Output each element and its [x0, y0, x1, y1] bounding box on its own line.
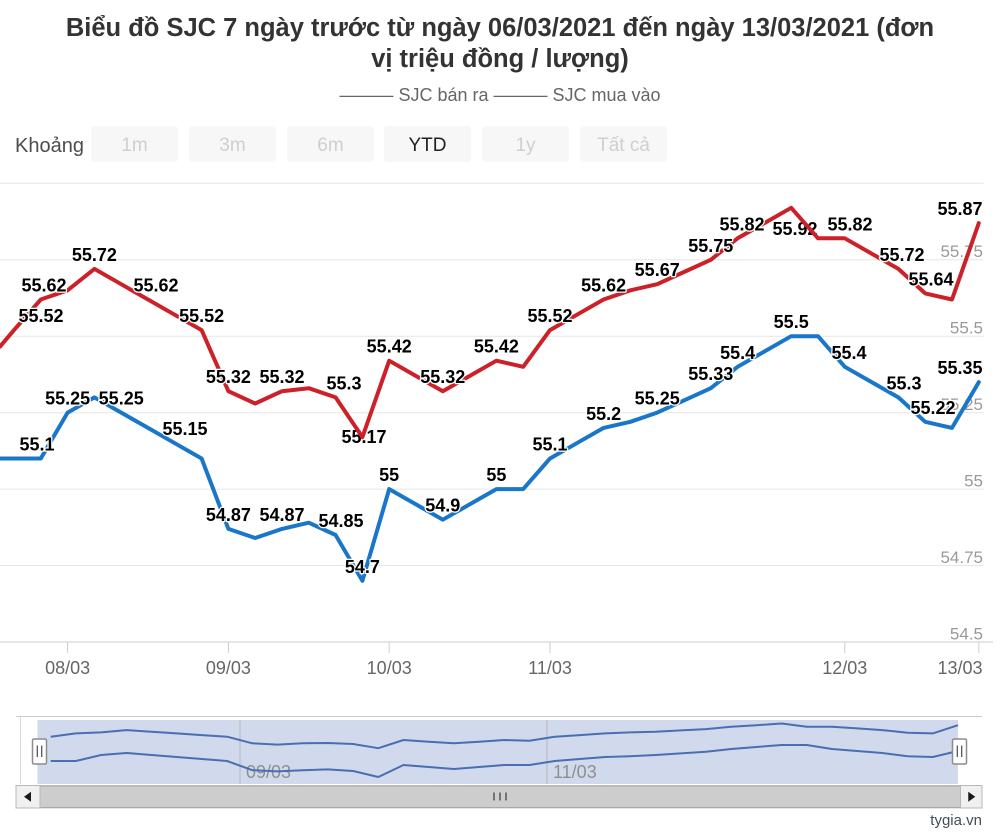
svg-text:55.4: 55.4 [720, 343, 755, 363]
svg-text:55.62: 55.62 [21, 276, 66, 296]
svg-text:54.9: 54.9 [425, 496, 460, 516]
svg-text:55.62: 55.62 [581, 276, 626, 296]
svg-text:55.75: 55.75 [940, 242, 983, 261]
svg-text:13/03: 13/03 [937, 658, 982, 678]
svg-text:55.52: 55.52 [527, 306, 572, 326]
svg-text:6m: 6m [317, 135, 343, 156]
svg-text:54.7: 54.7 [345, 557, 380, 577]
svg-text:55.42: 55.42 [474, 337, 519, 357]
svg-text:Biểu đồ SJC 7 ngày trước từ ng: Biểu đồ SJC 7 ngày trước từ ngày 06/03/2… [66, 14, 934, 42]
svg-text:12/03: 12/03 [822, 658, 867, 678]
svg-text:55.25: 55.25 [45, 389, 90, 409]
svg-text:55.15: 55.15 [162, 419, 207, 439]
svg-text:54.87: 54.87 [206, 505, 251, 525]
svg-text:55.3: 55.3 [326, 373, 361, 393]
svg-text:55.82: 55.82 [827, 214, 872, 234]
svg-text:Khoảng: Khoảng [15, 135, 84, 157]
svg-text:55: 55 [379, 465, 399, 485]
svg-text:55.4: 55.4 [831, 343, 866, 363]
svg-text:55.32: 55.32 [206, 367, 251, 387]
svg-text:55.82: 55.82 [719, 214, 764, 234]
svg-text:55: 55 [964, 472, 983, 491]
svg-text:54.5: 54.5 [950, 625, 983, 644]
svg-text:55.42: 55.42 [367, 337, 412, 357]
svg-text:54.75: 54.75 [940, 548, 983, 567]
svg-text:55.75: 55.75 [688, 236, 733, 256]
svg-text:11/03: 11/03 [553, 762, 597, 782]
svg-text:55.32: 55.32 [259, 367, 304, 387]
svg-text:55.67: 55.67 [635, 260, 680, 280]
svg-text:vị triệu đồng / lượng): vị triệu đồng / lượng) [371, 45, 629, 73]
svg-text:54.87: 54.87 [259, 505, 304, 525]
svg-text:10/03: 10/03 [367, 658, 412, 678]
svg-text:55.2: 55.2 [586, 404, 621, 424]
svg-text:55.3: 55.3 [886, 373, 921, 393]
svg-text:55.72: 55.72 [72, 245, 117, 265]
svg-text:55.35: 55.35 [937, 358, 982, 378]
svg-text:55: 55 [486, 465, 506, 485]
svg-text:Tất cả: Tất cả [597, 135, 650, 156]
svg-text:tygia.vn: tygia.vn [930, 812, 982, 829]
svg-text:1y: 1y [515, 135, 536, 156]
svg-text:55.5: 55.5 [950, 319, 983, 338]
svg-text:55.52: 55.52 [179, 306, 224, 326]
svg-text:55.22: 55.22 [910, 398, 955, 418]
svg-text:55.25: 55.25 [940, 395, 983, 414]
svg-text:09/03: 09/03 [246, 762, 291, 782]
svg-text:55.25: 55.25 [635, 389, 680, 409]
svg-text:55.64: 55.64 [908, 269, 953, 289]
svg-text:11/03: 11/03 [528, 658, 572, 678]
svg-text:55.52: 55.52 [18, 306, 63, 326]
svg-text:55.1: 55.1 [532, 435, 567, 455]
svg-text:55.87: 55.87 [937, 199, 982, 219]
svg-text:55.33: 55.33 [688, 364, 733, 384]
svg-text:55.1: 55.1 [19, 435, 54, 455]
svg-text:09/03: 09/03 [206, 658, 251, 678]
svg-text:54.85: 54.85 [318, 511, 363, 531]
svg-text:55.62: 55.62 [133, 276, 178, 296]
svg-text:55.25: 55.25 [99, 389, 144, 409]
svg-text:55.72: 55.72 [879, 245, 924, 265]
svg-text:3m: 3m [219, 135, 245, 156]
svg-text:55.32: 55.32 [420, 367, 465, 387]
svg-text:——— SJC bán ra ——— SJC mua vào: ——— SJC bán ra ——— SJC mua vào [339, 85, 660, 105]
svg-text:55.5: 55.5 [774, 312, 809, 332]
svg-text:YTD: YTD [409, 135, 447, 156]
svg-text:08/03: 08/03 [45, 658, 90, 678]
svg-text:1m: 1m [121, 135, 147, 156]
